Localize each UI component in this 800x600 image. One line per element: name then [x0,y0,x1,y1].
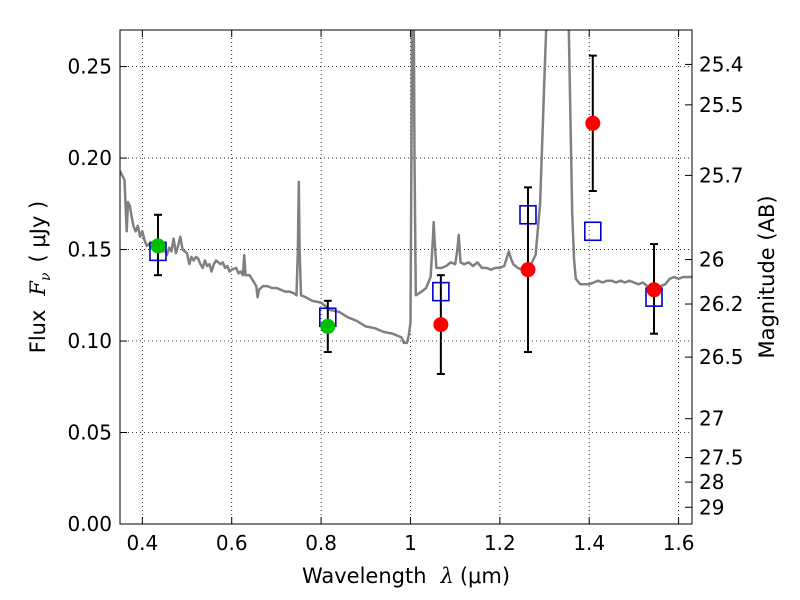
mag-tick-label: 27 [699,407,724,431]
secondary-data-point [320,318,336,334]
right-axis-label: Magnitude (AB) [755,195,779,358]
x-tick-label: 1.4 [573,531,605,555]
secondary-data-point [150,238,166,254]
model-spectrum-line [120,30,692,345]
x-tick-label: 0.6 [216,531,248,555]
plot-frame [119,29,693,525]
x-axis-label: Wavelength λ (μm) [302,564,510,588]
mag-tick-label: 26 [699,248,724,272]
y-tick-label: 0.25 [67,55,112,79]
mag-tick-label: 28 [699,470,724,494]
observed-data-point [520,262,536,278]
y-tick-label: 0.10 [67,329,112,353]
y-tick-label: 0.15 [67,238,112,262]
y-tick-label: 0.20 [67,146,112,170]
x-tick-label: 0.8 [305,531,337,555]
mag-tick-label: 25.4 [699,52,744,76]
mag-tick-label: 25.7 [699,163,744,187]
mag-tick-label: 27.5 [699,446,744,470]
x-tick-label: 1.6 [663,531,695,555]
x-tick-label: 1 [404,531,417,555]
y-axis-label: FluxFν( μJy ) [26,201,54,353]
model-photometry-square [519,204,537,225]
grid [120,30,692,525]
model-photometry-square [432,281,450,302]
mag-tick-label: 26.2 [699,292,744,316]
observed-data-point [585,115,601,131]
mag-tick-label: 26.5 [699,345,744,369]
axis-ticks: 0.4 0.6 0.8 1 1.2 1.4 1.6 0.00 0.05 0.10 0.15 0.20 0… [67,30,744,555]
observed-data-point [646,282,662,298]
plot-area [120,30,692,375]
y-tick-label: 0.00 [67,512,112,536]
x-tick-label: 0.4 [126,531,158,555]
y-tick-label: 0.05 [67,421,112,445]
observed-data-point [433,317,449,333]
mag-tick-label: 25.5 [699,93,744,117]
model-photometry-square [583,221,602,242]
mag-tick-label: 29 [699,495,724,519]
x-tick-label: 1.2 [484,531,516,555]
